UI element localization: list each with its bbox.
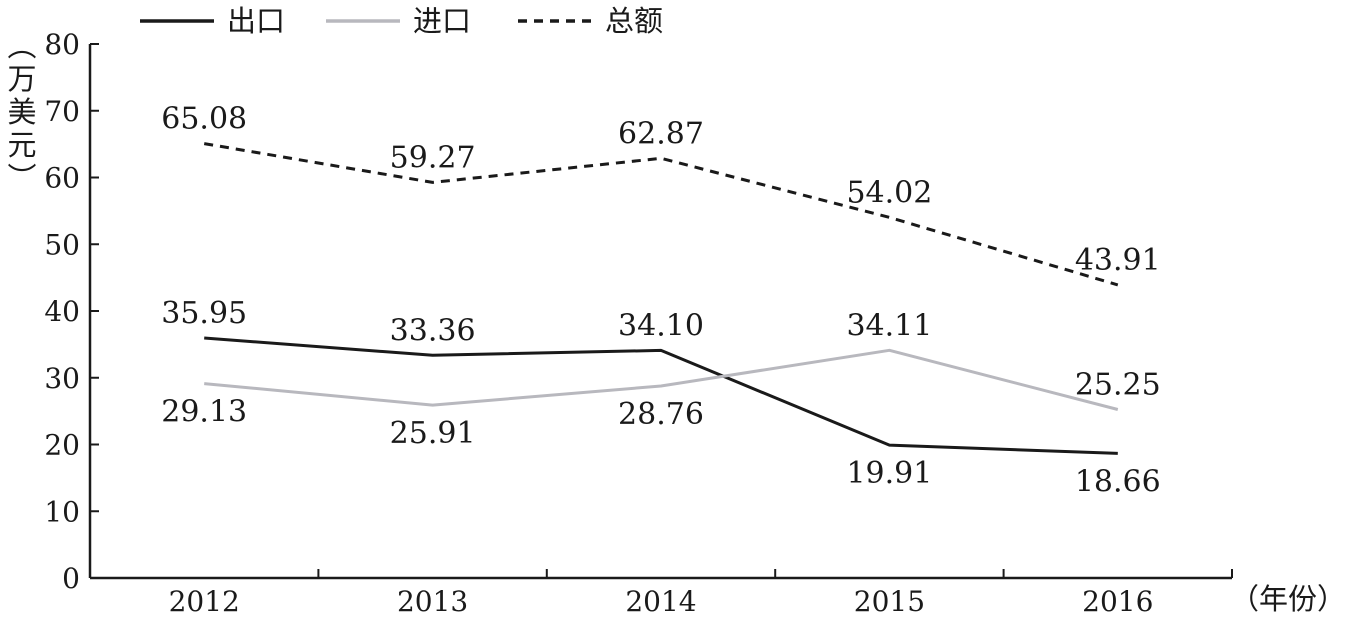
data-label: 59.27 <box>390 140 476 175</box>
y-tick-label: 40 <box>44 295 80 328</box>
data-label: 62.87 <box>618 116 704 151</box>
y-tick-label: 80 <box>44 28 80 61</box>
y-tick-label: 60 <box>44 162 80 195</box>
y-tick-label: 10 <box>44 495 80 528</box>
y-axis: 0 10 20 30 40 50 60 70 80 ︵万美元︶ <box>7 28 99 595</box>
x-tick-label: 2016 <box>1082 585 1153 618</box>
y-tick-label: 50 <box>44 228 80 261</box>
data-label: 34.10 <box>618 308 704 343</box>
x-tick-label: 2012 <box>169 585 240 618</box>
data-label: 29.13 <box>161 395 247 430</box>
y-axis-title: ︵万美元︶ <box>7 29 36 195</box>
data-label-layer: 35.95 33.36 34.10 19.91 18.66 29.13 25.91 28.76… <box>161 102 1160 500</box>
data-label: 18.66 <box>1075 464 1161 499</box>
data-label: 25.25 <box>1075 367 1161 402</box>
data-label: 33.36 <box>390 313 476 348</box>
data-label: 35.95 <box>161 296 247 331</box>
data-label: 25.91 <box>390 416 476 451</box>
series-line-1 <box>204 336 1118 455</box>
y-tick-label: 0 <box>62 562 80 595</box>
data-label: 19.91 <box>846 456 932 491</box>
series-line-2 <box>204 348 1119 411</box>
x-axis-title: （年份） <box>1230 582 1345 616</box>
data-label: 28.76 <box>618 397 704 432</box>
y-tick-label: 20 <box>44 429 80 462</box>
data-label: 65.08 <box>161 102 247 137</box>
legend-label: 出口 <box>227 4 285 38</box>
series-line-3 <box>203 142 1119 287</box>
y-tick-label: 70 <box>44 95 80 128</box>
legend: 出口 进口 总额 <box>140 4 663 38</box>
x-tick-label: 2015 <box>854 585 925 618</box>
legend-label: 总额 <box>605 4 663 38</box>
data-label: 43.91 <box>1075 243 1161 278</box>
data-label: 34.11 <box>846 308 932 343</box>
x-tick-label: 2014 <box>625 585 696 618</box>
data-label: 54.02 <box>846 175 932 210</box>
y-tick-label: 30 <box>44 362 80 395</box>
x-tick-label: 2013 <box>397 585 468 618</box>
legend-label: 进口 <box>413 4 471 38</box>
series-layer <box>203 142 1119 455</box>
x-axis: 2012 2013 2014 2015 2016 （年份） <box>90 569 1345 618</box>
